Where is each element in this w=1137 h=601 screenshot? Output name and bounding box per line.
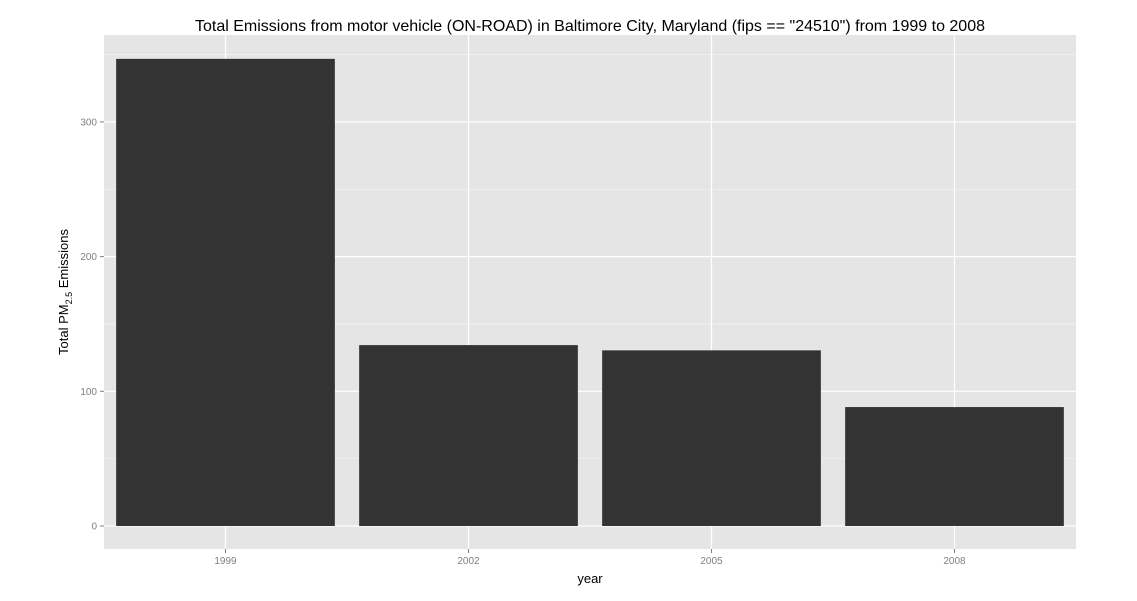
- y-axis-title-suffix: Emissions: [56, 229, 71, 292]
- x-tick-label: 1999: [214, 556, 237, 567]
- bar-2005: [602, 350, 821, 526]
- bar-2002: [359, 345, 578, 526]
- y-tick-label: 300: [80, 117, 97, 128]
- x-tick-label: 2005: [700, 556, 723, 567]
- x-tick-label: 2008: [943, 556, 966, 567]
- y-axis-title: Total PM2.5 Emissions: [56, 229, 74, 355]
- bars: [116, 58, 1064, 526]
- y-axis-title-subscript: 2.5: [64, 292, 74, 305]
- y-tick-label: 200: [80, 252, 97, 263]
- x-axis-title: year: [577, 571, 603, 586]
- y-axis-title-prefix: Total PM: [56, 304, 71, 355]
- bar-1999: [116, 58, 335, 526]
- y-tick-label: 0: [91, 522, 97, 533]
- x-tick-label: 2002: [457, 556, 480, 567]
- chart-title: Total Emissions from motor vehicle (ON-R…: [195, 18, 985, 35]
- bar-2008: [845, 407, 1064, 526]
- y-axis: 0 100 200 300: [80, 117, 104, 533]
- x-axis: 1999 2002 2005 2008: [214, 549, 966, 567]
- y-tick-label: 100: [80, 387, 97, 398]
